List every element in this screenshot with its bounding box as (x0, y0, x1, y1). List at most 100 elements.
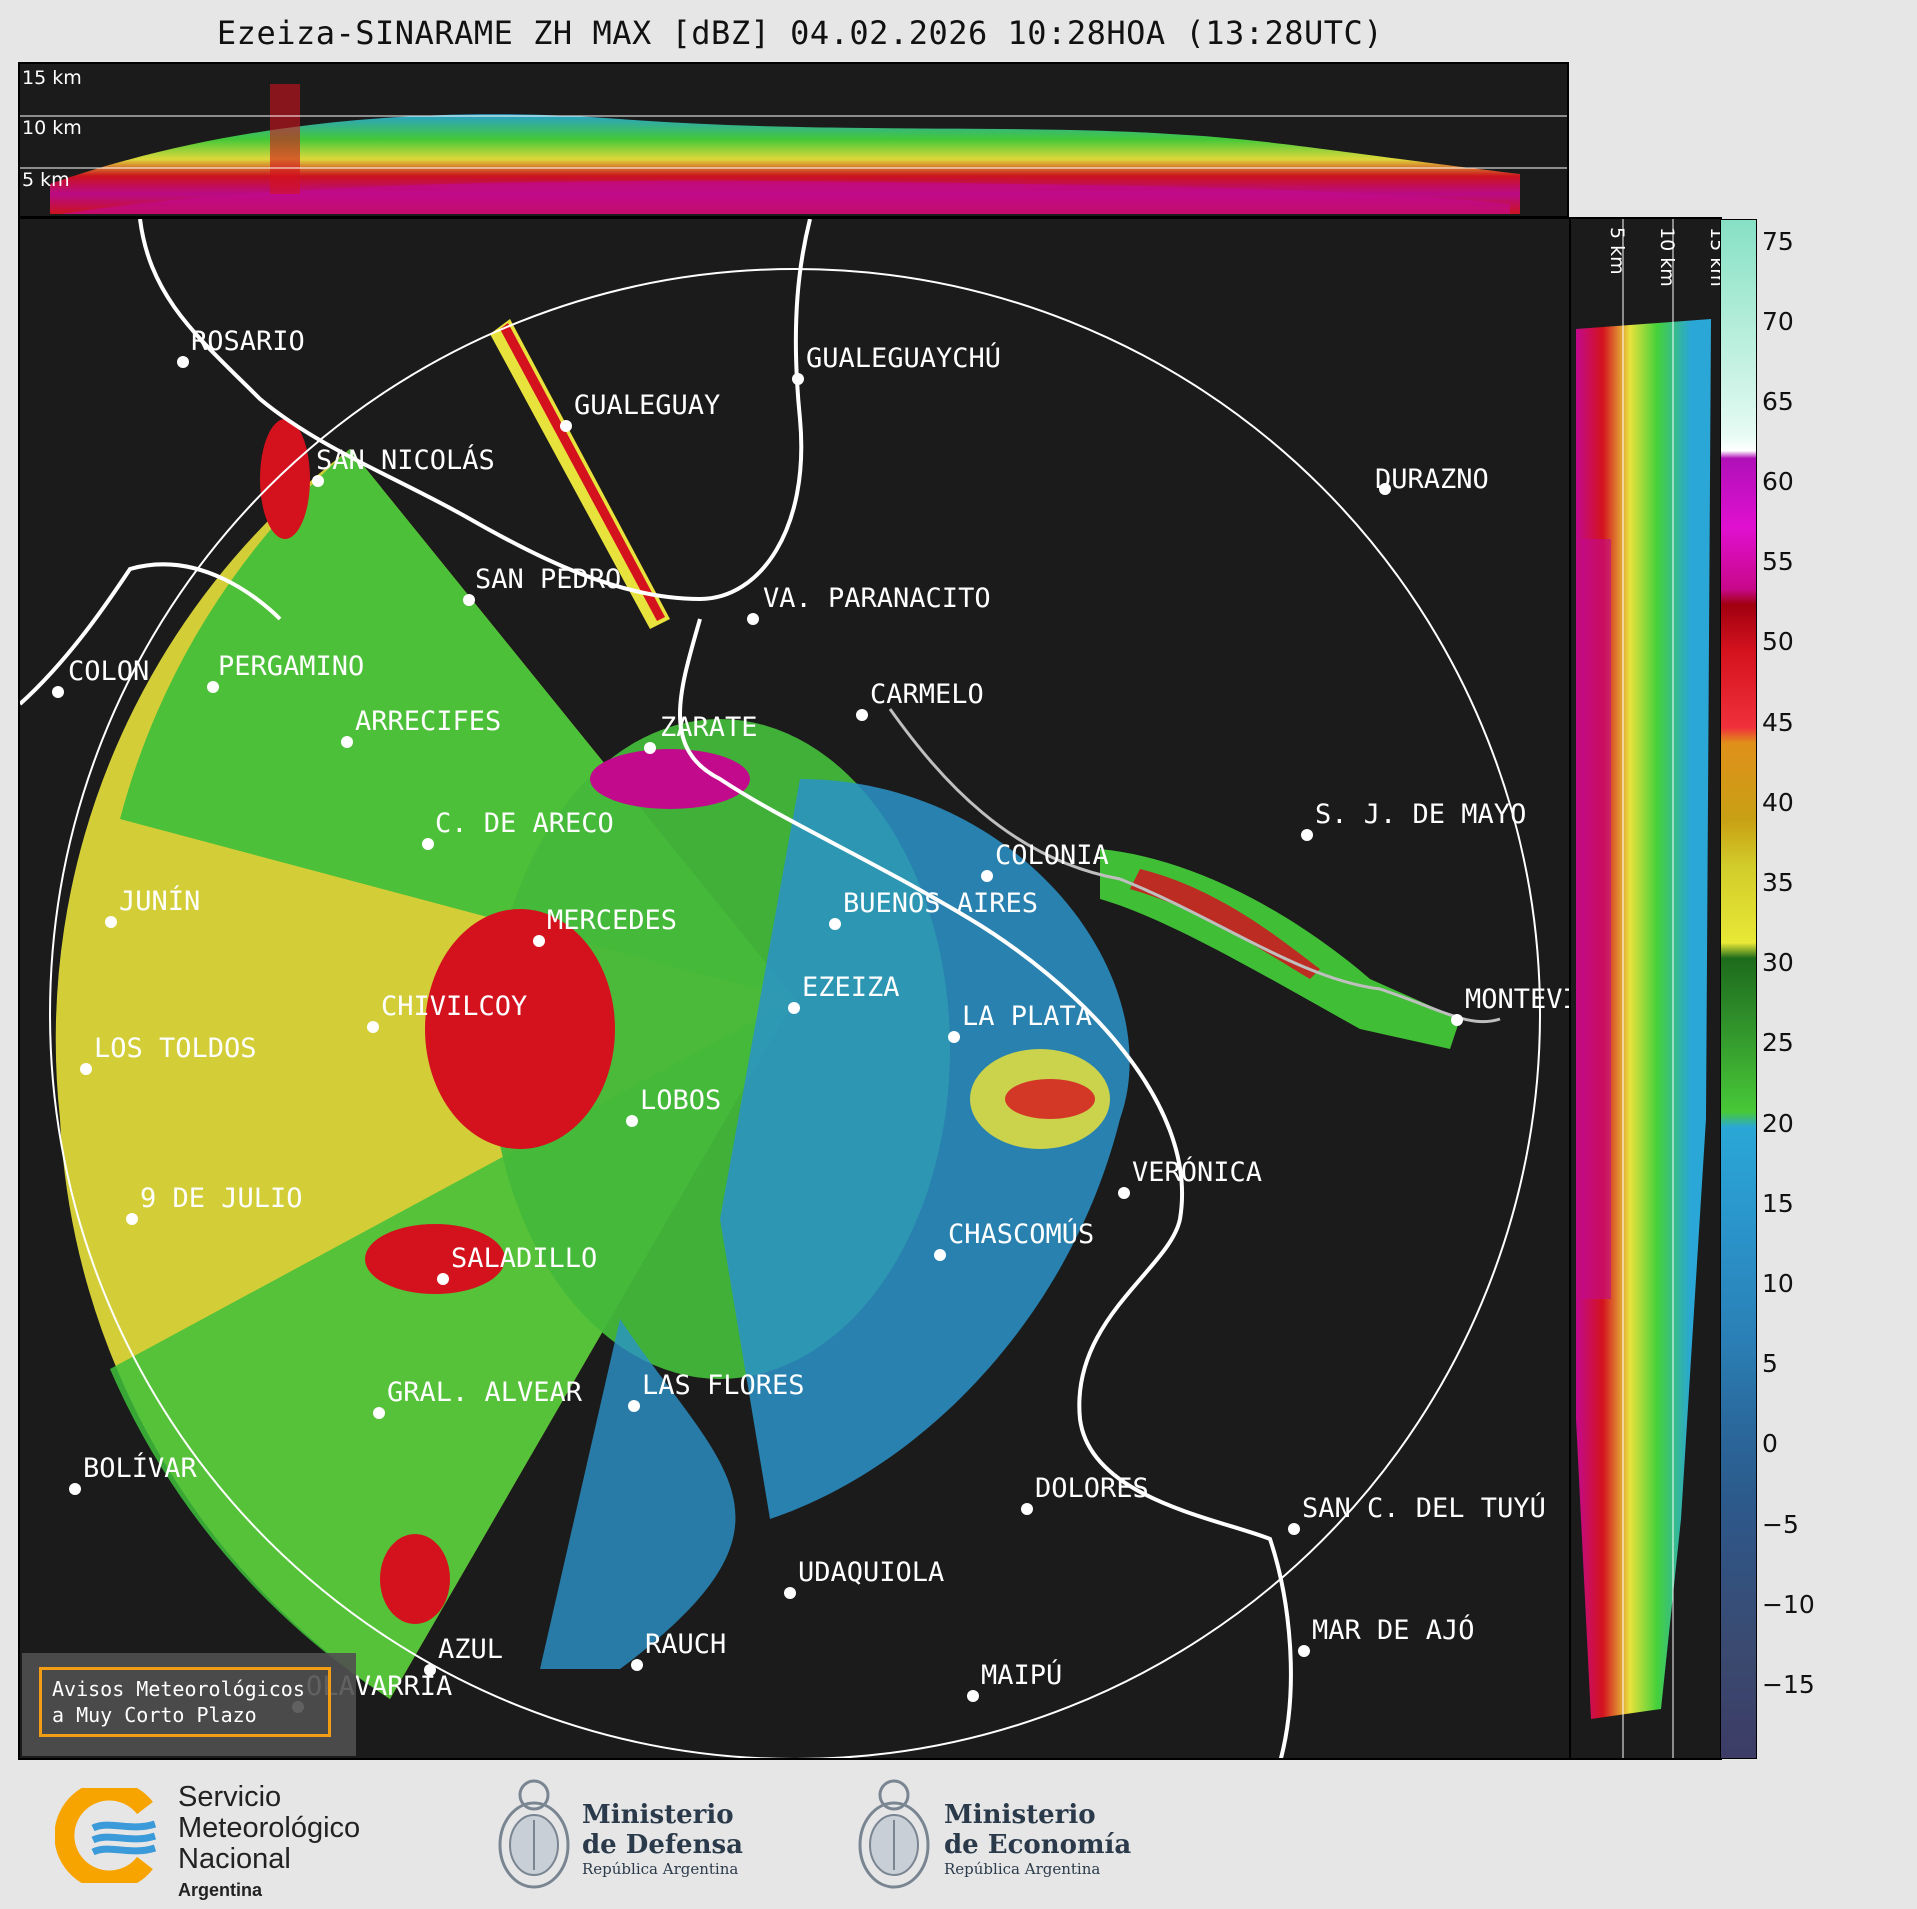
warning-line2: a Muy Corto Plazo (52, 1703, 257, 1727)
city-label-los-toldos: LOS TOLDOS (94, 1033, 257, 1064)
colorbar-tick-20: 20 (1762, 1109, 1794, 1138)
economia-line1: Ministerio (944, 1800, 1096, 1830)
top-echo-core (60, 180, 1510, 214)
colorbar-tick-70: 70 (1762, 307, 1794, 336)
city-label-saladillo: SALADILLO (451, 1243, 597, 1274)
coastline-rio-plata (678, 618, 1293, 1758)
colorbar-tick-75: 75 (1762, 227, 1794, 256)
echo-spoke-nw-red (500, 323, 665, 621)
smn-line1: Servicio (178, 1781, 282, 1813)
top-cross-section: 15 km 10 km 5 km (18, 62, 1569, 218)
colorbar-tick-0: 0 (1762, 1429, 1778, 1458)
colorbar-tick-minus15: −15 (1762, 1670, 1815, 1699)
top-height-label-10: 10 km (22, 117, 82, 139)
warning-link[interactable]: Avisos Meteorológicos a Muy Corto Plazo (39, 1667, 331, 1737)
colorbar-tick-50: 50 (1762, 627, 1794, 656)
side-height-label-10: 10 km (1656, 227, 1678, 287)
city-label-carmelo: CARMELO (870, 679, 984, 710)
city-label-junin: JUNÍN (119, 885, 200, 917)
echo-se-blue (540, 1319, 736, 1669)
city-label-buenos-aires: BUENOS AIRES (843, 888, 1038, 919)
economia-text: Ministerio de Economía República Argenti… (944, 1800, 1131, 1878)
defensa-line2: de Defensa (582, 1830, 743, 1860)
side-echo-core (1581, 539, 1611, 1299)
side-height-label-15: 15 km (1706, 227, 1722, 287)
city-label-rosario: ROSARIO (191, 326, 305, 357)
city-label-la-plata: LA PLATA (962, 1001, 1092, 1032)
colorbar-tick-55: 55 (1762, 547, 1794, 576)
chart-title: Ezeiza-SINARAME ZH MAX [dBZ] 04.02.2026 … (216, 14, 1384, 52)
warning-line1: Avisos Meteorológicos (52, 1677, 305, 1701)
radar-map-panel: ROSARIO GUALEGUAYCHÚ GUALEGUAY SAN NICOL… (18, 217, 1571, 1760)
city-label-arrecifes: ARRECIFES (355, 706, 501, 737)
side-cross-section: 5 km 10 km 15 km (1569, 217, 1722, 1760)
city-markers (52, 356, 1463, 1713)
colorbar-tick-15: 15 (1762, 1189, 1794, 1218)
echo-cell-laplata-core (1005, 1079, 1095, 1119)
colorbar (1720, 219, 1757, 1759)
city-label-montevideo: MONTEVIDEO (1465, 984, 1571, 1015)
city-label-san-pedro: SAN PEDRO (475, 564, 621, 595)
echo-cell-sannicolas (260, 419, 310, 539)
echo-cell-azul (380, 1534, 450, 1624)
city-label-azul: AZUL (438, 1634, 503, 1665)
city-label-durazno: DURAZNO (1375, 464, 1489, 495)
city-label-san-c-del-tuyu: SAN C. DEL TUYÚ (1302, 1492, 1546, 1524)
coastline-uruguay (888, 708, 1501, 1024)
smn-sub: Argentina (178, 1880, 263, 1900)
city-label-chascomus: CHASCOMÚS (948, 1218, 1094, 1250)
city-label-bolivar: BOLÍVAR (83, 1452, 198, 1484)
range-ring (49, 268, 1541, 1758)
colorbar-tick-30: 30 (1762, 948, 1794, 977)
colorbar-tick-65: 65 (1762, 387, 1794, 416)
smn-logo-text: Servicio Meteorológico Nacional Argentin… (178, 1782, 360, 1906)
city-label-maipu: MAIPÚ (981, 1659, 1062, 1691)
colorbar-tick-35: 35 (1762, 868, 1794, 897)
city-label-gualeguaychu: GUALEGUAYCHÚ (806, 342, 1001, 374)
city-label-pergamino: PERGAMINO (218, 651, 364, 682)
echo-east-blue (720, 779, 1130, 1519)
colorbar-tick-25: 25 (1762, 1028, 1794, 1057)
city-label-9-de-julio: 9 DE JULIO (140, 1183, 303, 1214)
city-label-zarate: ZARATE (660, 712, 758, 743)
warning-box[interactable]: Avisos Meteorológicos a Muy Corto Plazo (22, 1653, 356, 1756)
top-height-label-15: 15 km (22, 67, 82, 89)
coastline-west (20, 562, 282, 706)
echo-cell-chivilcoy (425, 909, 615, 1149)
defensa-line1: Ministerio (582, 1800, 734, 1830)
city-label-colon: COLON (68, 656, 149, 687)
economia-seal-icon (855, 1775, 933, 1893)
smn-line2: Meteorológico (178, 1812, 361, 1844)
echo-cell-saladillo (365, 1224, 505, 1294)
colorbar-tick-60: 60 (1762, 467, 1794, 496)
city-label-lobos: LOBOS (640, 1085, 721, 1116)
city-label-las-flores: LAS FLORES (642, 1370, 805, 1401)
colorbar-tick-45: 45 (1762, 708, 1794, 737)
colorbar-tick-10: 10 (1762, 1269, 1794, 1298)
side-height-label-5: 5 km (1606, 227, 1628, 275)
top-height-label-5: 5 km (22, 169, 70, 191)
defensa-sub: República Argentina (582, 1860, 739, 1878)
colorbar-tick-5: 5 (1762, 1349, 1778, 1378)
city-label-rauch: RAUCH (645, 1629, 726, 1660)
city-label-udaquiola: UDAQUIOLA (798, 1557, 944, 1588)
city-label-mar-de-ajo: MAR DE AJÓ (1312, 1614, 1475, 1646)
colorbar-tick-40: 40 (1762, 788, 1794, 817)
smn-logo-icon (55, 1788, 160, 1883)
economia-sub: República Argentina (944, 1860, 1101, 1878)
city-label-dolores: DOLORES (1035, 1473, 1149, 1504)
city-label-veronica: VERÓNICA (1132, 1156, 1262, 1188)
city-label-colonia: COLONIA (995, 840, 1109, 871)
defensa-text: Ministerio de Defensa República Argentin… (582, 1800, 743, 1878)
city-label-gral-alvear: GRAL. ALVEAR (387, 1377, 583, 1408)
city-label-gualeguay: GUALEGUAY (574, 390, 720, 421)
city-label-chivilcoy: CHIVILCOY (381, 991, 527, 1022)
city-label-ezeiza: EZEIZA (802, 972, 900, 1003)
colorbar-tick-minus10: −10 (1762, 1590, 1815, 1619)
coastline-parana (138, 219, 812, 602)
economia-line2: de Economía (944, 1830, 1132, 1860)
city-label-sj-de-mayo: S. J. DE MAYO (1315, 799, 1526, 830)
city-label-va-paranacito: VA. PARANACITO (763, 583, 991, 614)
echo-cell-zarate (590, 749, 750, 809)
city-label-san-nicolas: SAN NICOLÁS (316, 444, 495, 476)
